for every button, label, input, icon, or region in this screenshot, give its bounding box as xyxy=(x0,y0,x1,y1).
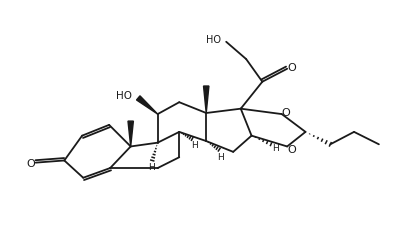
Text: O: O xyxy=(282,107,291,117)
Text: H: H xyxy=(272,143,278,152)
Text: HO: HO xyxy=(116,91,132,101)
Text: H: H xyxy=(148,163,155,172)
Polygon shape xyxy=(136,96,158,115)
Text: H: H xyxy=(217,152,223,161)
Text: H: H xyxy=(192,140,198,149)
Polygon shape xyxy=(128,121,134,147)
Text: O: O xyxy=(287,62,296,72)
Text: O: O xyxy=(287,144,296,154)
Polygon shape xyxy=(204,87,209,114)
Text: O: O xyxy=(26,158,35,168)
Text: HO: HO xyxy=(206,35,221,45)
